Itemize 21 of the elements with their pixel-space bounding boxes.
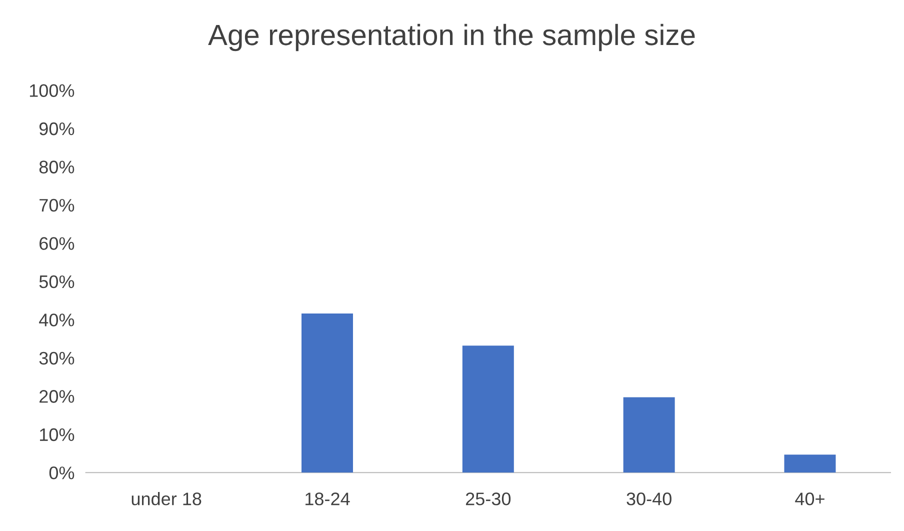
bar — [784, 454, 836, 473]
y-tick-label: 20% — [40, 390, 74, 403]
x-tick-label: under 18 — [132, 492, 202, 506]
chart-title: Age representation in the sample size — [208, 24, 695, 52]
y-tick-label: 0% — [49, 466, 74, 480]
bar — [302, 314, 353, 473]
x-tick-label: 25-30 — [466, 492, 511, 506]
y-tick-label: 40% — [39, 314, 74, 326]
x-tick-label: 40+ — [795, 492, 824, 506]
bar — [623, 397, 675, 473]
y-tick-label: 10% — [40, 428, 74, 442]
bar — [462, 346, 514, 473]
y-tick-label: 30% — [39, 352, 74, 365]
y-tick-label: 100% — [30, 84, 74, 97]
y-tick-label: 50% — [39, 275, 74, 288]
y-tick-label: 80% — [39, 160, 74, 174]
y-tick-label: 90% — [39, 122, 74, 136]
x-tick-label: 18-24 — [306, 492, 350, 506]
y-tick-label: 60% — [40, 237, 74, 250]
x-tick-label: 30-40 — [626, 492, 672, 506]
y-tick-label: 70% — [40, 198, 74, 212]
